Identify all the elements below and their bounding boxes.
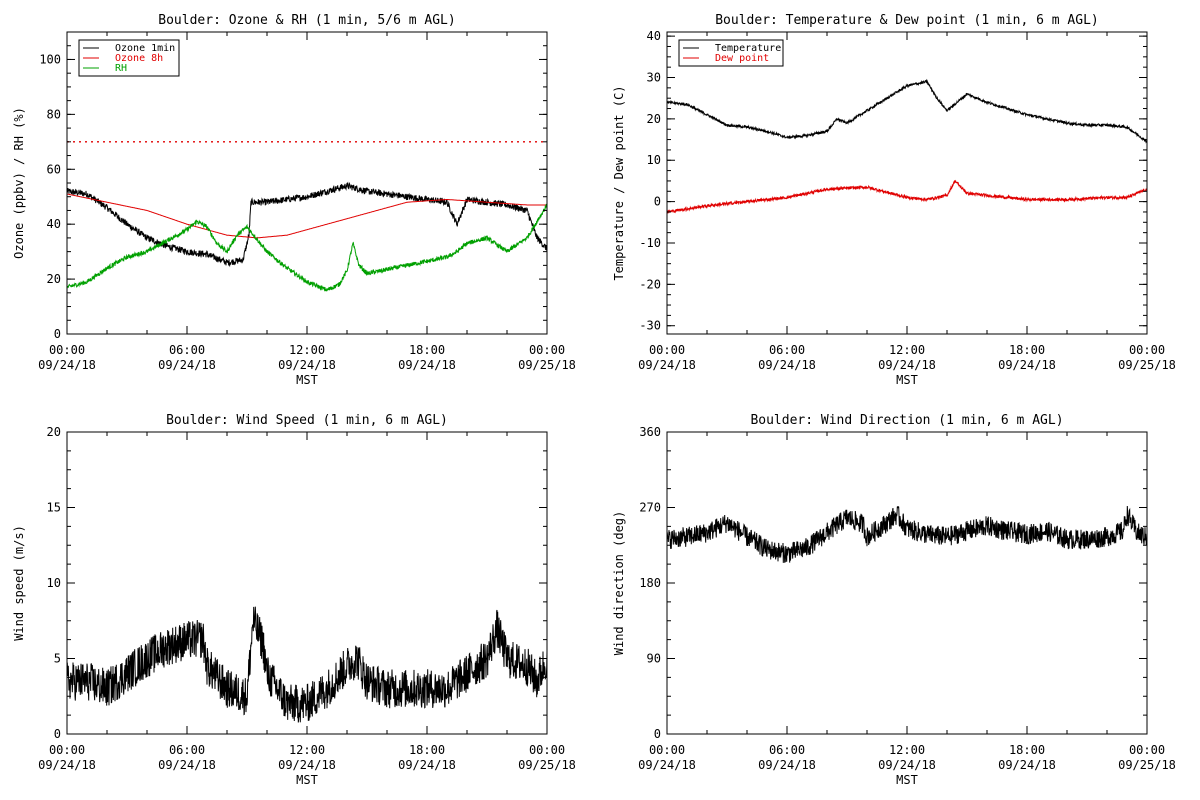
y-axis-label: Wind direction (deg) <box>612 511 626 656</box>
x-tick-time-label: 12:00 <box>889 343 925 357</box>
y-tick-label: 60 <box>47 162 61 176</box>
x-tick-date-label: 09/24/18 <box>878 358 936 372</box>
x-tick-time-label: 00:00 <box>649 743 685 757</box>
x-tick-date-label: 09/25/18 <box>518 758 576 772</box>
y-tick-label: 100 <box>39 52 61 66</box>
plot-frame <box>66 31 548 335</box>
chart-title: Boulder: Ozone & RH (1 min, 5/6 m AGL) <box>158 13 455 28</box>
legend-label: Dew point <box>715 53 769 64</box>
x-axis-label: MST <box>296 773 318 787</box>
x-tick-date-label: 09/24/18 <box>38 358 96 372</box>
x-tick-date-label: 09/25/18 <box>1118 758 1176 772</box>
y-tick-label: 20 <box>47 425 61 439</box>
x-tick-time-label: 06:00 <box>769 743 805 757</box>
chart-title: Boulder: Wind Direction (1 min, 6 m AGL) <box>750 413 1063 428</box>
x-axis-label: MST <box>296 373 318 387</box>
y-axis-label: Temperature / Dew point (C) <box>612 85 626 280</box>
y-tick-label: 30 <box>647 71 661 85</box>
y-tick-label: 40 <box>47 217 61 231</box>
legend-label: Ozone 8h <box>115 53 163 64</box>
chart-3: Boulder: Wind Speed (1 min, 6 m AGL) 0 5 10… <box>12 413 576 787</box>
x-tick-time-label: 00:00 <box>49 743 85 757</box>
y-tick-label: 0 <box>654 195 661 209</box>
series-line-2 <box>667 179 1147 216</box>
x-tick-date-label: 09/24/18 <box>278 358 336 372</box>
x-tick-date-label: 09/24/18 <box>278 758 336 772</box>
y-tick-label: 0 <box>654 727 661 741</box>
x-tick-time-label: 18:00 <box>409 343 445 357</box>
x-tick-date-label: 09/24/18 <box>38 758 96 772</box>
legend-label: Temperature <box>715 43 781 54</box>
y-tick-label: -30 <box>639 319 661 333</box>
x-axis-label: MST <box>896 773 918 787</box>
y-tick-label: 80 <box>47 107 61 121</box>
x-tick-time-label: 06:00 <box>169 743 205 757</box>
x-tick-date-label: 09/24/18 <box>158 358 216 372</box>
chart-title: Boulder: Temperature & Dew point (1 min,… <box>715 13 1099 28</box>
x-tick-time-label: 18:00 <box>1009 743 1045 757</box>
x-tick-time-label: 12:00 <box>289 343 325 357</box>
y-tick-label: 10 <box>47 576 61 590</box>
y-tick-label: 20 <box>647 112 661 126</box>
y-tick-label: 180 <box>639 576 661 590</box>
series-line-3 <box>67 203 547 292</box>
x-tick-time-label: 00:00 <box>1129 343 1165 357</box>
x-tick-date-label: 09/24/18 <box>638 758 696 772</box>
series-line-1 <box>67 181 547 268</box>
series-line-1 <box>667 505 1147 563</box>
chart-1: Boulder: Ozone & RH (1 min, 5/6 m AGL) 0 2… <box>12 13 576 387</box>
x-tick-date-label: 09/24/18 <box>398 758 456 772</box>
x-axis-label: MST <box>896 373 918 387</box>
legend-label: RH <box>115 63 127 74</box>
x-tick-date-label: 09/24/18 <box>878 758 936 772</box>
series-line-2 <box>67 193 547 239</box>
y-tick-label: 40 <box>647 29 661 43</box>
x-tick-time-label: 12:00 <box>889 743 925 757</box>
x-tick-date-label: 09/24/18 <box>998 358 1056 372</box>
x-tick-date-label: 09/24/18 <box>158 758 216 772</box>
y-tick-label: -10 <box>639 236 661 250</box>
x-tick-date-label: 09/24/18 <box>998 758 1056 772</box>
x-tick-time-label: 00:00 <box>529 343 565 357</box>
y-tick-label: 5 <box>54 652 61 666</box>
y-tick-label: 90 <box>647 652 661 666</box>
y-axis-label: Ozone (ppbv) / RH (%) <box>12 107 26 259</box>
chart-4: Boulder: Wind Direction (1 min, 6 m AGL)… <box>612 413 1176 787</box>
y-axis-label: Wind speed (m/s) <box>12 525 26 641</box>
y-tick-label: -20 <box>639 277 661 291</box>
legend-label: Ozone 1min <box>115 43 175 54</box>
y-tick-label: 15 <box>47 501 61 515</box>
series-line-1 <box>67 606 547 723</box>
x-tick-time-label: 12:00 <box>289 743 325 757</box>
x-tick-date-label: 09/24/18 <box>758 758 816 772</box>
plot-frame <box>666 431 1148 735</box>
plot-frame <box>666 31 1148 335</box>
x-tick-time-label: 06:00 <box>169 343 205 357</box>
x-tick-date-label: 09/24/18 <box>398 358 456 372</box>
y-tick-label: 0 <box>54 327 61 341</box>
x-tick-date-label: 09/24/18 <box>758 358 816 372</box>
y-tick-label: 20 <box>47 272 61 286</box>
y-tick-label: 10 <box>647 153 661 167</box>
series-line-1 <box>667 78 1147 144</box>
x-tick-time-label: 00:00 <box>649 343 685 357</box>
x-tick-time-label: 18:00 <box>1009 343 1045 357</box>
x-tick-time-label: 00:00 <box>529 743 565 757</box>
chart-2: Boulder: Temperature & Dew point (1 min,… <box>612 13 1176 387</box>
x-tick-time-label: 00:00 <box>1129 743 1165 757</box>
y-tick-label: 0 <box>54 727 61 741</box>
x-tick-time-label: 18:00 <box>409 743 445 757</box>
legend-box <box>678 39 784 67</box>
y-tick-label: 270 <box>639 501 661 515</box>
y-tick-label: 360 <box>639 425 661 439</box>
chart-title: Boulder: Wind Speed (1 min, 6 m AGL) <box>166 413 448 428</box>
x-tick-time-label: 00:00 <box>49 343 85 357</box>
x-tick-time-label: 06:00 <box>769 343 805 357</box>
x-tick-date-label: 09/25/18 <box>518 358 576 372</box>
x-tick-date-label: 09/24/18 <box>638 358 696 372</box>
x-tick-date-label: 09/25/18 <box>1118 358 1176 372</box>
